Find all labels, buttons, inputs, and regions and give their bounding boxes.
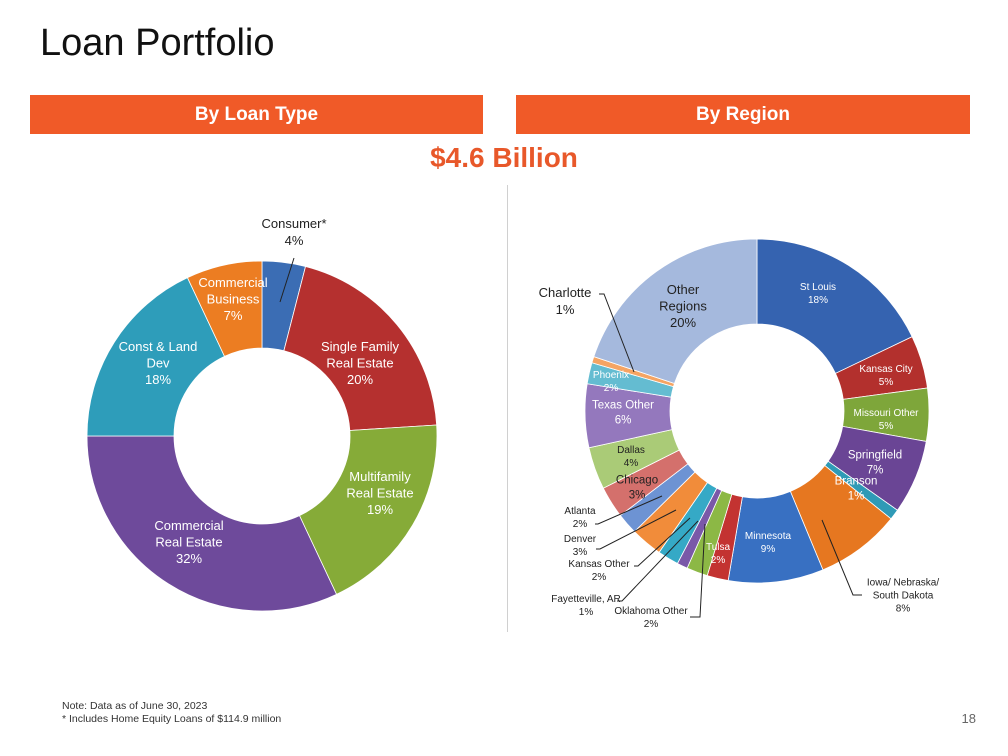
- column-divider: [507, 185, 508, 632]
- note-home-equity: * Includes Home Equity Loans of $114.9 m…: [62, 713, 282, 725]
- leader-oklahoma-other: [690, 523, 706, 618]
- label-st-louis: St Louis 18%: [800, 282, 836, 306]
- label-single-family-real-estate: Single Family Real Estate 20%: [321, 339, 400, 387]
- label-dallas: Dallas 4%: [617, 445, 645, 469]
- label-multifamily-real-estate: Multifamily Real Estate 19%: [346, 469, 413, 517]
- label-commercial-business: Commercial Business 7%: [198, 275, 267, 323]
- slice-st-louis: [756, 238, 913, 374]
- label-tulsa: Tulsa 2%: [706, 542, 731, 566]
- label-atlanta: Atlanta 2%: [564, 506, 596, 530]
- label-minnesota: Minnesota 9%: [745, 531, 792, 555]
- slice-multifamily-real-estate: [298, 424, 438, 595]
- label-kansas-other: Kansas Other 2%: [568, 559, 630, 583]
- region-header: By Region: [516, 95, 970, 134]
- leader-atlanta: [595, 495, 663, 525]
- slice-commercial-business: [186, 260, 263, 357]
- label-iowa-nebraska-south-dakota: Iowa/ Nebraska/South Dakota 8%: [867, 578, 939, 615]
- label-springfield: Springfield 7%: [848, 450, 902, 477]
- page-title: Loan Portfolio: [40, 22, 275, 64]
- slice-const-land-dev: [86, 277, 226, 437]
- label-texas-other: Texas Other 6%: [592, 400, 654, 427]
- label-oklahoma-other: Oklahoma Other 2%: [614, 606, 688, 630]
- note-date: Note: Data as of June 30, 2023: [62, 700, 208, 712]
- label-charlotte: Charlotte 1%: [539, 285, 592, 317]
- label-const-land-dev: Const & Land Dev 18%: [119, 339, 198, 387]
- loan-type-header: By Loan Type: [30, 95, 483, 134]
- label-fayetteville-ar: Fayetteville, AR 1%: [551, 594, 620, 618]
- leader-denver: [596, 509, 677, 550]
- label-missouri-other: Missouri Other 5%: [853, 408, 919, 432]
- leader-iowa: [821, 519, 862, 596]
- leader-fayetteville: [617, 520, 699, 602]
- label-branson: Branson 1%: [835, 476, 878, 503]
- label-chicago: Chicago 3%: [616, 475, 658, 502]
- slice-other-regions: [593, 238, 758, 385]
- leader-charlotte: [599, 293, 635, 373]
- slice-commercial-real-estate: [86, 435, 338, 612]
- leader-consumer: [279, 257, 295, 303]
- label-commercial-real-estate: Commercial Real Estate 32%: [154, 518, 223, 566]
- label-kansas-city: Kansas City 5%: [859, 364, 912, 388]
- label-consumer: Consumer* 4%: [261, 216, 326, 248]
- portfolio-total: $4.6 Billion: [430, 142, 578, 173]
- slice-single-family-real-estate: [283, 266, 438, 431]
- label-other-regions: Other Regions 20%: [659, 282, 707, 330]
- label-phoenix: Phoenix 2%: [593, 370, 629, 394]
- label-denver: Denver 3%: [564, 534, 597, 558]
- page-number: 18: [961, 711, 976, 726]
- leader-kansas-other: [634, 517, 691, 567]
